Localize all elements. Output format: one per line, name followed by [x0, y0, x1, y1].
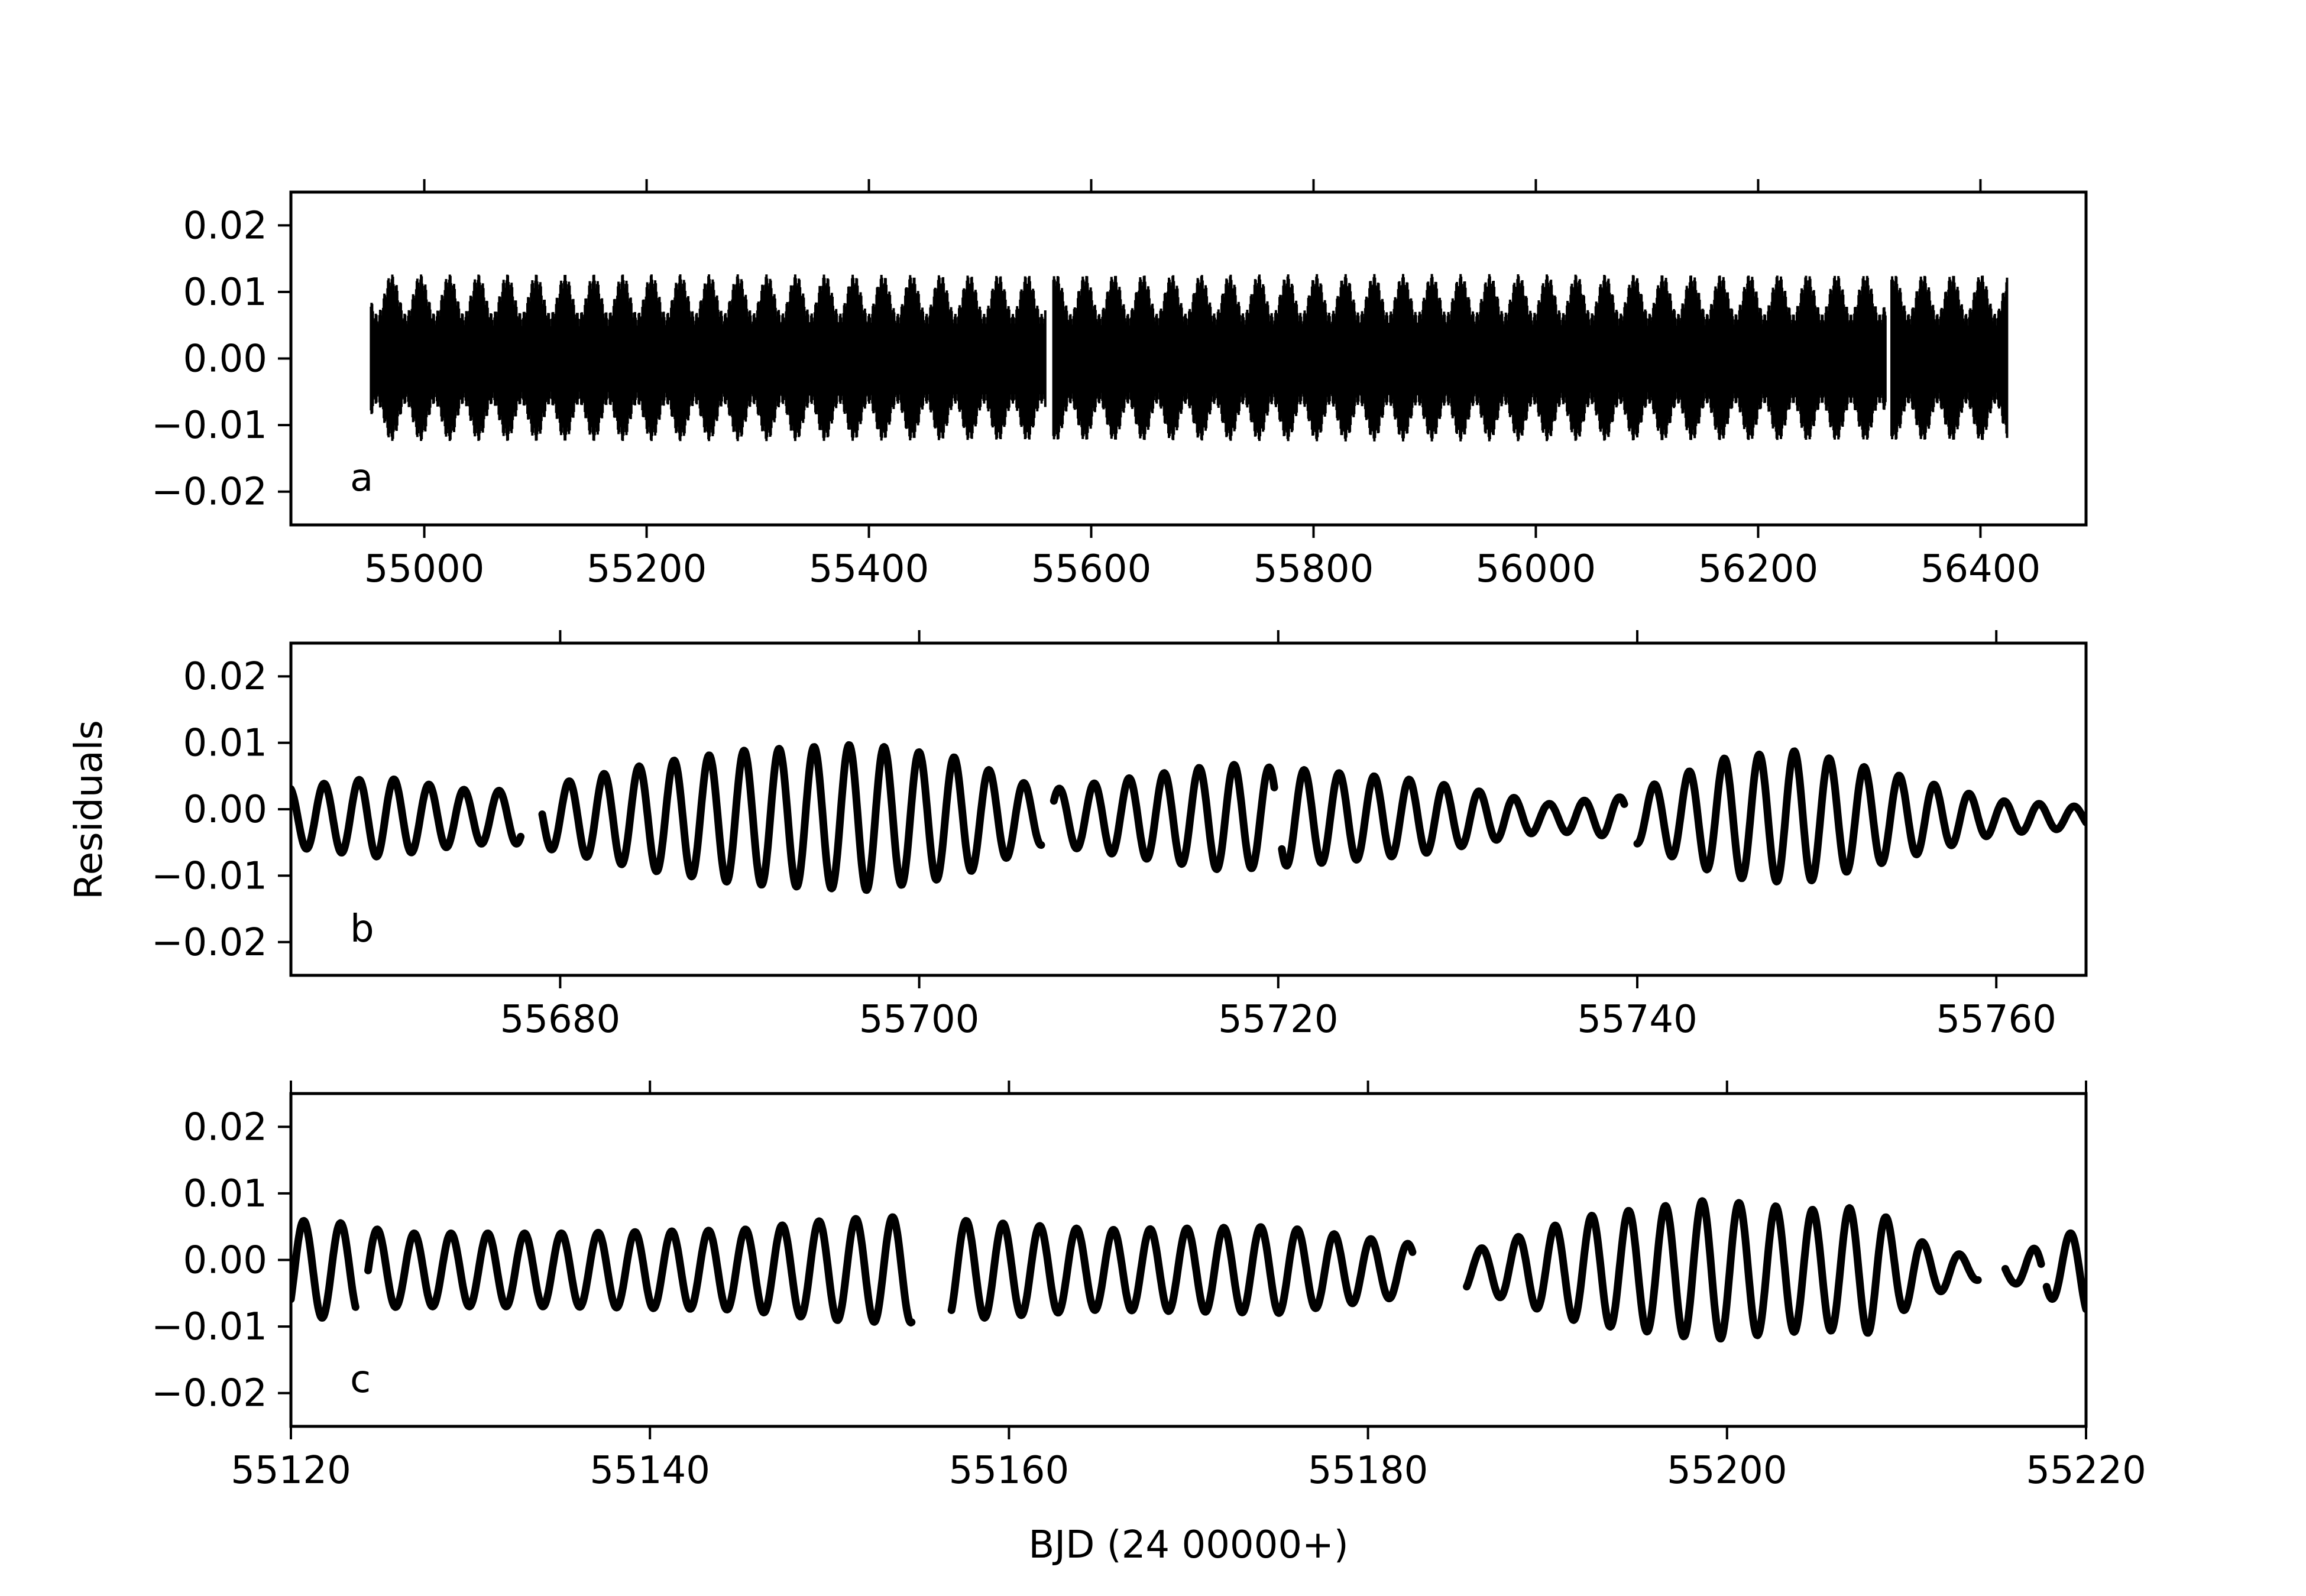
y-axis-title: Residuals: [67, 720, 111, 900]
series-segment: [538, 741, 1045, 894]
series-segment: [1278, 766, 1628, 870]
x-tick-label: 55740: [1577, 998, 1698, 1042]
y-tick-label: 0.00: [183, 338, 268, 381]
y-tick-label: −0.01: [151, 404, 267, 447]
series-segment: [947, 1217, 1417, 1322]
x-tick-label: 55140: [590, 1449, 710, 1493]
x-tick-label: 56400: [1920, 547, 2041, 591]
series-segment: [1052, 274, 1887, 442]
x-tick-label: 56000: [1476, 547, 1596, 591]
series-segment: [1633, 747, 2086, 885]
y-tick-label: −0.01: [151, 1305, 267, 1349]
y-tick-label: −0.02: [151, 1372, 267, 1416]
y-tick-label: −0.02: [151, 921, 267, 965]
series-segment: [291, 776, 525, 861]
y-tick-label: 0.01: [183, 271, 268, 314]
x-tick-label: 55200: [1667, 1449, 1787, 1493]
series-segment: [2042, 1229, 2086, 1313]
panel-label-a: a: [350, 456, 373, 500]
series-segment: [2001, 1244, 2045, 1288]
ticks-b: 55680 55700 55720 55740 55760 0.02 0.01 0.00 −0.…: [151, 630, 2056, 1042]
x-tick-label: 55680: [500, 998, 621, 1042]
series-segment: [364, 1213, 916, 1326]
series-segment: [1890, 275, 2009, 440]
ticks-a: 55000 55200 55400 55600 55800 56000 56200 56400…: [151, 179, 2041, 591]
x-tick-label: 55160: [949, 1449, 1070, 1493]
series-marks-a: [370, 274, 2009, 442]
panel-c: 55120 55140 55160 55180 55200 55220 0.02 0.01 0.…: [151, 1081, 2146, 1493]
y-tick-label: 0.00: [183, 788, 268, 832]
x-tick-label: 55180: [1308, 1449, 1429, 1493]
panel-a: 55000 55200 55400 55600 55800 56000 56200 56400…: [151, 179, 2088, 591]
series-segment: [291, 1217, 359, 1322]
x-tick-label: 55200: [587, 547, 707, 591]
series-segment: [1463, 1197, 1982, 1343]
x-axis-title: BJD (24 00000+): [1028, 1523, 1348, 1567]
y-tick-label: −0.01: [151, 854, 267, 898]
y-tick-label: 0.02: [183, 204, 268, 248]
series-marks-b: [291, 741, 2086, 894]
y-tick-label: 0.01: [183, 1172, 268, 1216]
x-tick-label: 55760: [1936, 998, 2056, 1042]
x-tick-label: 55000: [364, 547, 485, 591]
x-tick-label: 56200: [1698, 547, 1819, 591]
y-tick-label: 0.00: [183, 1239, 268, 1283]
series-marks-c: [291, 1197, 2086, 1343]
panel-label-b: b: [350, 907, 374, 951]
x-tick-label: 55600: [1031, 547, 1152, 591]
x-tick-label: 55800: [1254, 547, 1374, 591]
y-tick-label: −0.02: [151, 471, 267, 514]
y-tick-label: 0.02: [183, 655, 268, 699]
ticks-c: 55120 55140 55160 55180 55200 55220 0.02 0.01 0.…: [151, 1081, 2146, 1493]
x-tick-label: 55720: [1218, 998, 1339, 1042]
x-tick-label: 55120: [231, 1449, 351, 1493]
x-tick-label: 55220: [2026, 1449, 2146, 1493]
y-tick-label: 0.01: [183, 722, 268, 765]
series-segment: [370, 274, 1047, 442]
panel-b: 55680 55700 55720 55740 55760 0.02 0.01 0.00 −0.…: [151, 630, 2088, 1042]
x-tick-label: 55700: [859, 998, 980, 1042]
x-tick-label: 55400: [809, 547, 929, 591]
series-segment: [1050, 761, 1278, 873]
panel-label-c: c: [350, 1358, 371, 1402]
y-tick-label: 0.02: [183, 1105, 268, 1149]
